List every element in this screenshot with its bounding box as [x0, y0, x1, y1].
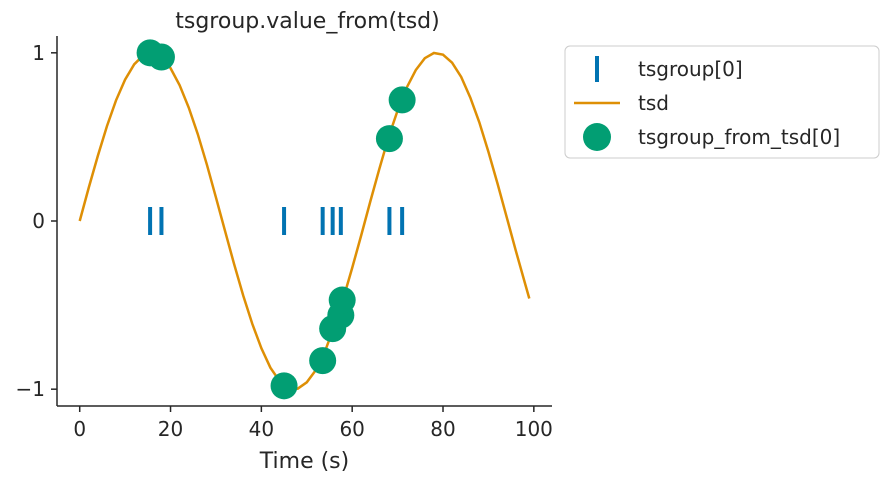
tsd-line [78, 51, 531, 390]
y-tick-label: 1 [32, 41, 45, 65]
legend-frame [564, 45, 880, 159]
y-tick-label: 0 [32, 209, 45, 233]
legend-label: tsd [638, 91, 669, 115]
x-tick-label: 60 [339, 417, 364, 441]
x-tick-label: 40 [249, 417, 274, 441]
scatter-point [375, 125, 403, 153]
scatter-point [309, 347, 337, 375]
legend-label: tsgroup_from_tsd[0] [638, 125, 840, 149]
legend-label: tsgroup[0] [638, 57, 743, 81]
scatter-point [388, 86, 416, 114]
plot-area [78, 39, 531, 400]
scatter-point [328, 286, 356, 314]
x-axis-label: Time (s) [259, 449, 349, 474]
x-tick-label: 20 [158, 417, 183, 441]
scatter-point [270, 372, 298, 400]
x-tick-label: 0 [73, 417, 86, 441]
y-tick-label: −1 [16, 377, 45, 401]
axes: 0 20 40 60 80 100 −1 0 1 [16, 36, 553, 441]
x-tick-label: 80 [430, 417, 455, 441]
legend-marker-icon [583, 123, 611, 151]
chart-title: tsgroup.value_from(tsd) [175, 9, 439, 34]
legend: tsgroup[0] tsd tsgroup_from_tsd[0] [564, 45, 880, 159]
scatter-point [147, 43, 175, 71]
x-tick-label: 100 [515, 417, 553, 441]
